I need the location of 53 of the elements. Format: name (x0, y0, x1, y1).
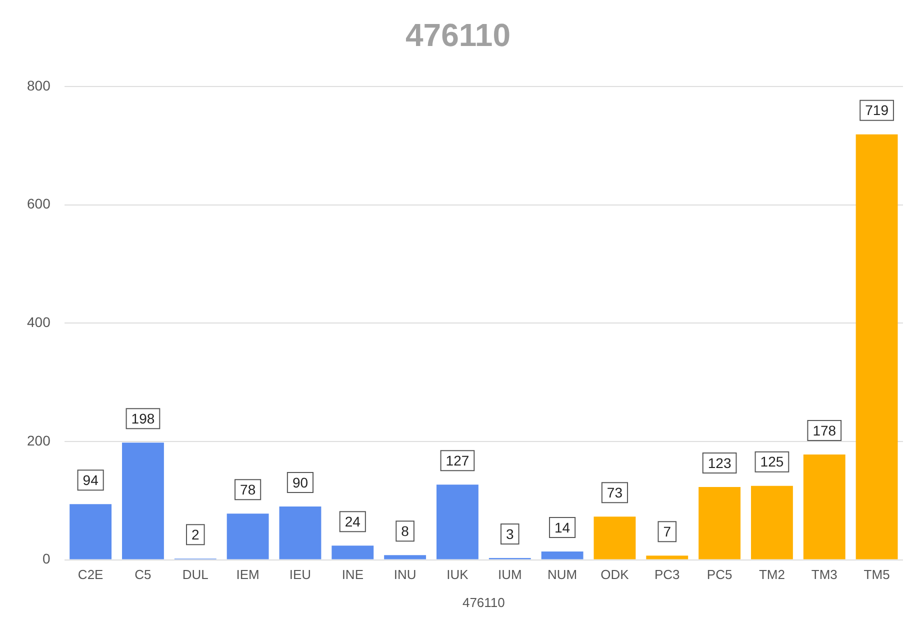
data-label: 8 (401, 522, 410, 539)
x-axis-title: 476110 (462, 594, 505, 610)
chart-title: 476110 (405, 17, 511, 54)
data-label: 78 (240, 482, 256, 498)
x-tick-label: INE (342, 567, 364, 582)
data-label: 7 (663, 524, 672, 540)
bar (594, 516, 636, 560)
x-tick-label: PC5 (706, 567, 732, 582)
bar (279, 506, 322, 560)
x-tick-label: IEU (289, 567, 312, 582)
data-label: 178 (812, 422, 836, 438)
x-tick-label: IUK (446, 567, 469, 582)
bar (750, 486, 793, 560)
data-label: 24 (344, 513, 361, 530)
data-label: 125 (760, 454, 784, 470)
x-tick-label: NUM (547, 567, 578, 582)
x-tick-label: C5 (134, 567, 152, 582)
y-tick-label: 0 (42, 550, 51, 567)
bar (122, 442, 164, 560)
x-tick-label: IEM (236, 567, 260, 582)
bar (384, 555, 426, 560)
data-label: 127 (446, 452, 470, 469)
y-tick-label: 200 (27, 432, 51, 448)
bar (70, 504, 112, 560)
data-label: 719 (865, 102, 889, 118)
x-tick-label: IUM (498, 567, 522, 582)
data-label: 198 (131, 410, 155, 426)
data-label: 73 (606, 484, 623, 500)
bar (226, 514, 269, 560)
y-tick-label: 600 (27, 196, 51, 212)
data-label: 3 (506, 526, 514, 542)
x-tick-label: DUL (182, 567, 208, 582)
bar (646, 556, 688, 560)
x-tick-label: INU (394, 567, 416, 582)
x-tick-label: TM5 (864, 567, 890, 582)
data-label: 90 (292, 474, 308, 490)
y-tick-label: 800 (27, 77, 51, 94)
data-label: 123 (708, 454, 732, 471)
bar (541, 552, 584, 560)
x-tick-label: TM2 (758, 567, 785, 582)
data-label: 14 (554, 519, 570, 536)
x-tick-label: ODK (600, 567, 630, 582)
bar (856, 134, 898, 560)
y-tick-label: 400 (27, 314, 51, 330)
bar (803, 454, 846, 560)
bar (698, 487, 741, 560)
x-tick-label: PC3 (654, 567, 680, 582)
data-label: 94 (82, 472, 99, 488)
x-tick-label: C2E (78, 567, 104, 582)
bar (436, 484, 478, 560)
x-tick-label: TM3 (811, 567, 838, 582)
data-label: 2 (192, 526, 200, 542)
bar (332, 546, 374, 560)
